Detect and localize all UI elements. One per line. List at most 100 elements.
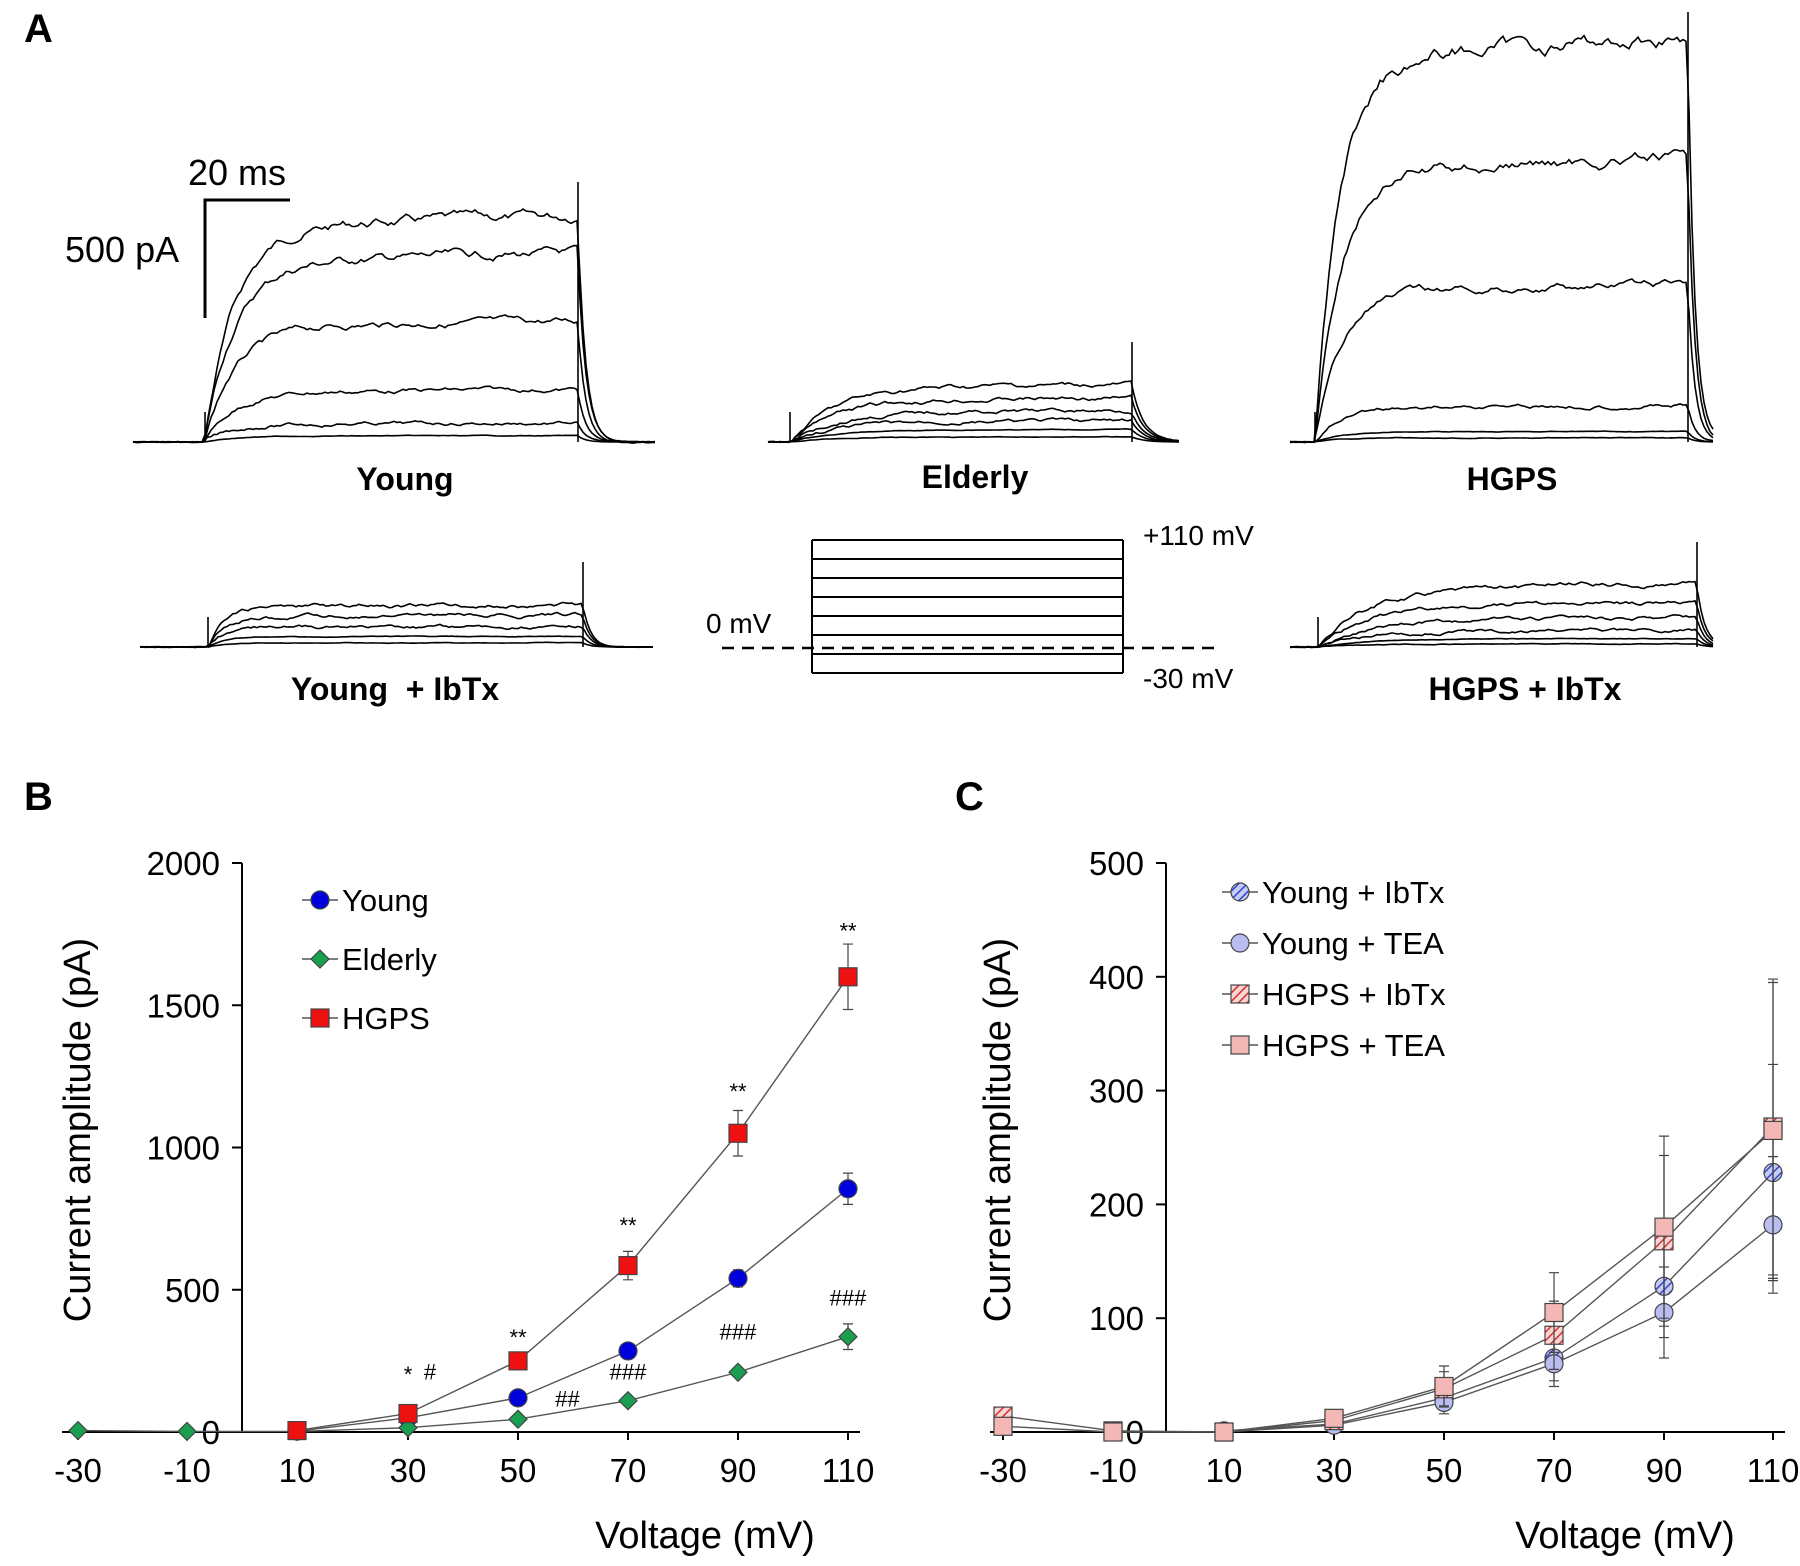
series-line [296, 1188, 849, 1432]
legend-item: Young + IbTx [1222, 875, 1445, 910]
legend-item: HGPS [302, 1001, 430, 1036]
scale-current-label: 500 pA [65, 229, 179, 270]
x-tick-label: 70 [610, 1452, 647, 1489]
x-tick-label: -30 [54, 1452, 102, 1489]
current-trace-sweep [1289, 430, 1714, 444]
current-trace-sweep [132, 434, 655, 444]
series-elderly [68, 1323, 858, 1442]
legend-item: HGPS + TEA [1222, 1028, 1445, 1063]
current-trace-sweep [1289, 149, 1714, 444]
panel-b: B -30 -10 10 30 50 70 90 110 0 500 1000 1500 2000 * # *… [24, 775, 874, 1557]
current-trace-sweep [1289, 34, 1714, 444]
current-trace-sweep [768, 407, 1179, 444]
x-tick-label: 50 [1426, 1452, 1463, 1489]
panel-c: C -30 -10 10 30 50 70 90 1100100200300400500You… [955, 775, 1799, 1557]
current-trace-sweep [767, 427, 1180, 444]
x-tick-label: -10 [163, 1452, 211, 1489]
data-point [508, 1409, 528, 1430]
protocol-bottom-label: -30 mV [1143, 663, 1234, 694]
legend-label: HGPS [342, 1001, 430, 1036]
series-line [1223, 1224, 1774, 1433]
chart-b: -30 -10 10 30 50 70 90 110 0 500 1000 1500 2000 * # ** #… [54, 845, 874, 1489]
significance-annotation: ### [610, 1359, 647, 1384]
chart-b-xlabel: Voltage (mV) [595, 1515, 815, 1557]
legend: Young Elderly HGPS [302, 883, 437, 1036]
legend-label: Elderly [342, 942, 437, 977]
current-trace-sweep [139, 601, 653, 649]
x-tick-label: 10 [1206, 1452, 1243, 1489]
data-point [287, 1420, 307, 1441]
data-point [993, 1416, 1013, 1436]
panel-b-label: B [24, 775, 53, 819]
x-tick-label: 90 [720, 1452, 757, 1489]
legend: Young + IbTx Young + TEA HGPS + IbTx HGPS +… [1222, 875, 1446, 1063]
data-point [728, 1123, 748, 1143]
x-tick-label: 110 [1747, 1452, 1800, 1489]
trace-label-young-ibtx: Young + IbTx [291, 671, 500, 707]
significance-annotation: ### [830, 1285, 867, 1310]
protocol-steps [812, 558, 1123, 655]
data-point [1230, 1035, 1250, 1055]
current-trace-sweep [767, 435, 1179, 444]
data-point [1103, 1422, 1123, 1442]
data-point [838, 967, 858, 987]
data-point [398, 1417, 418, 1438]
y-tick-label: 2000 [147, 845, 220, 882]
chart-b-ylabel: Current amplitude (pA) [57, 938, 99, 1322]
current-trace-sweep [767, 380, 1180, 443]
trace-hgps-ibtx [1289, 542, 1714, 649]
panel-a: A 20 ms 500 pA Young Elderly HGPS Young … [24, 7, 1714, 707]
current-trace-sweep [1289, 642, 1714, 649]
current-trace-sweep [767, 417, 1180, 444]
trace-label-hgps-ibtx: HGPS + IbTx [1429, 671, 1622, 707]
x-tick-label: 110 [822, 1452, 875, 1489]
significance-annotation: ### [720, 1320, 757, 1345]
y-tick-label: 1500 [147, 987, 220, 1024]
legend-label: Young [342, 883, 429, 918]
data-point [618, 1390, 638, 1411]
current-trace-sweep [1289, 278, 1714, 444]
panel-a-label: A [24, 7, 53, 51]
data-point [1230, 882, 1250, 902]
significance-annotation: ** [839, 918, 857, 943]
y-tick-label: 500 [1089, 845, 1144, 882]
data-point [1324, 1408, 1344, 1428]
chart-c: -30 -10 10 30 50 70 90 1100100200300400500Young… [979, 845, 1799, 1489]
legend-label: HGPS + IbTx [1262, 977, 1446, 1012]
data-point [398, 1403, 418, 1424]
y-tick-label: 300 [1089, 1073, 1144, 1110]
current-trace-sweep [1289, 580, 1714, 649]
x-tick-label: -10 [1089, 1452, 1137, 1489]
current-trace-sweep [139, 611, 654, 649]
current-trace-sweep [1289, 436, 1714, 444]
legend-label: Young + TEA [1262, 926, 1444, 961]
current-trace-sweep [1289, 627, 1714, 649]
panel-c-label: C [955, 775, 984, 819]
data-point [1654, 1217, 1674, 1237]
protocol-zero-label: 0 mV [706, 608, 772, 639]
data-point [1434, 1376, 1454, 1397]
data-point [68, 1420, 88, 1441]
series-line [77, 1336, 849, 1433]
data-point [310, 890, 330, 910]
data-point [618, 1255, 638, 1276]
trace-label-young: Young [356, 461, 453, 497]
trace-young-ibtx [139, 562, 654, 649]
x-tick-label: 30 [390, 1452, 427, 1489]
significance-annotation: ** [509, 1325, 527, 1350]
trace-hgps [1289, 12, 1714, 444]
x-tick-label: 90 [1646, 1452, 1683, 1489]
legend-label: HGPS + TEA [1262, 1028, 1445, 1063]
current-trace-sweep [1289, 637, 1714, 649]
significance-annotation: ## [555, 1386, 580, 1411]
y-tick-label: 200 [1089, 1186, 1144, 1223]
chart-c-ylabel: Current amplitude (pA) [977, 938, 1019, 1322]
data-point [1230, 984, 1250, 1004]
scale-bar: 20 ms 500 pA [65, 152, 290, 318]
current-trace-sweep [132, 208, 656, 444]
series-line [1002, 1126, 1774, 1433]
current-trace-sweep [139, 635, 653, 649]
data-point [310, 949, 330, 969]
protocol-box [811, 539, 1124, 674]
scale-bar-lines [203, 198, 290, 318]
